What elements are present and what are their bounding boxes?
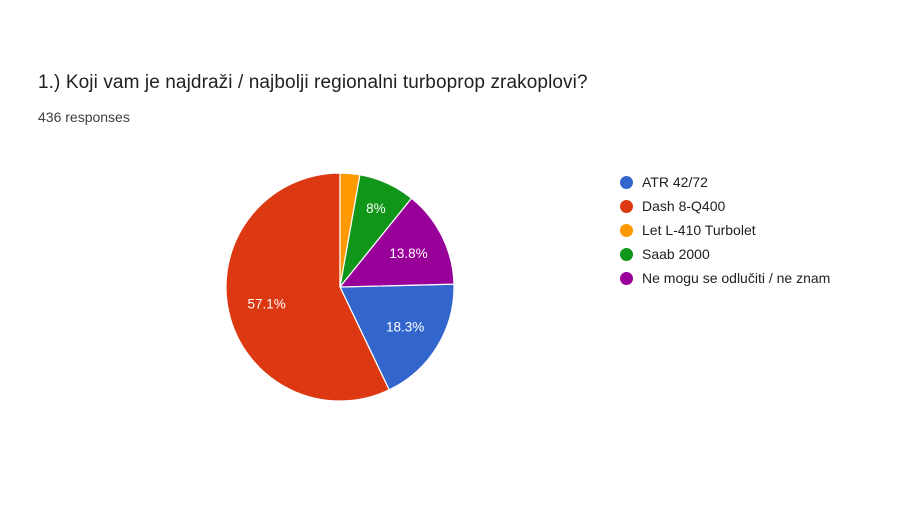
responses-count: 436 responses <box>38 109 130 125</box>
legend-item-saab-2000: Saab 2000 <box>620 242 830 266</box>
legend-item-label: ATR 42/72 <box>642 174 708 190</box>
pie-slice-dash-8-q400[interactable] <box>225 172 390 402</box>
legend-item-ne-mogu-se-odluciti: Ne mogu se odlučiti / ne znam <box>620 266 830 290</box>
pie-slice-atr-42-72[interactable] <box>339 283 455 391</box>
legend-color-dot-icon <box>620 199 633 213</box>
legend-item-label: Let L-410 Turbolet <box>642 222 756 238</box>
legend-item-dash-8-q400: Dash 8-Q400 <box>620 194 830 218</box>
pie-chart-svg: 18.3% 57.1% 8% 13.8% <box>225 172 455 402</box>
legend-item-label: Dash 8-Q400 <box>642 198 726 214</box>
question-title: 1.) Koji vam je najdraži / najbolji regi… <box>38 72 588 93</box>
pie-slice-percentage-label-ne-mogu-se-odlu-iti-ne-znam: 13.8% <box>389 246 427 261</box>
legend-item-let-l410-turbolet: Let L-410 Turbolet <box>620 218 830 242</box>
pie-slice-percentage-label-atr-42-72: 18.3% <box>386 320 424 335</box>
legend-color-dot-icon <box>620 223 633 237</box>
legend-color-dot-icon <box>620 271 633 285</box>
legend-item-label: Ne mogu se odlučiti / ne znam <box>642 270 831 286</box>
pie-chart: 18.3% 57.1% 8% 13.8% <box>220 167 460 407</box>
legend-color-dot-icon <box>620 175 633 189</box>
pie-slice-ne-mogu-se-odlu-iti-ne-znam[interactable] <box>339 197 455 288</box>
legend-item-label: Saab 2000 <box>642 246 710 262</box>
pie-slice-percentage-label-saab-2000: 8% <box>366 201 386 216</box>
legend-item-atr-42-72: ATR 42/72 <box>620 170 830 194</box>
chart-legend: ATR 42/72 Dash 8-Q400 Let L-410 Turbolet… <box>620 170 830 290</box>
legend-color-dot-icon <box>620 247 633 261</box>
pie-slice-percentage-label-dash-8-q400: 57.1% <box>247 296 285 311</box>
